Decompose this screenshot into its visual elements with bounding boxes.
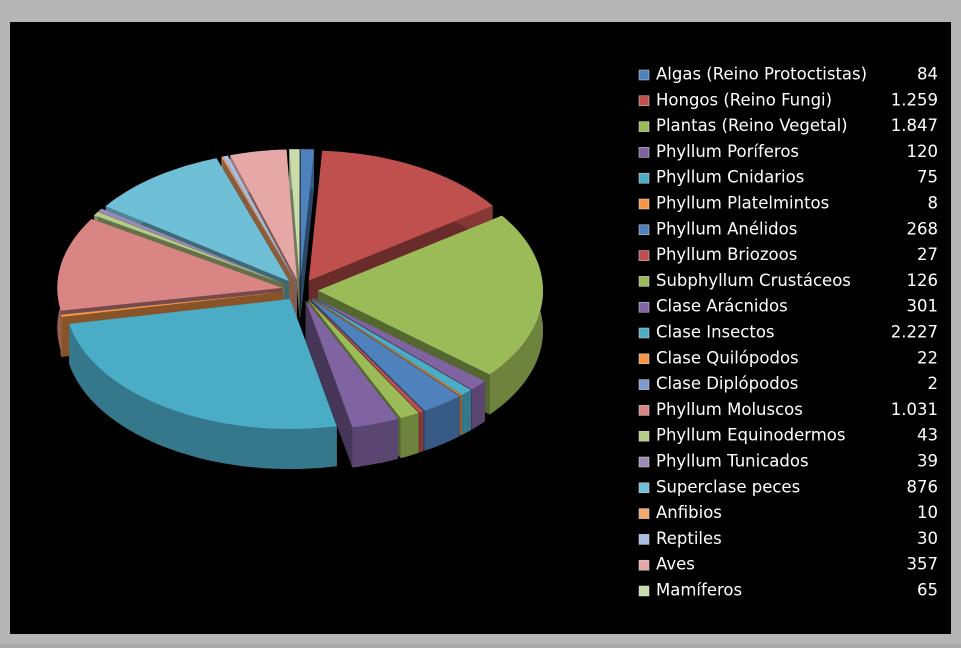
legend-label: Reptiles bbox=[656, 529, 722, 548]
legend-swatch bbox=[639, 457, 649, 467]
legend-value: 84 bbox=[917, 65, 938, 84]
legend-swatch bbox=[639, 328, 649, 338]
legend-label: Phyllum Tunicados bbox=[656, 452, 809, 471]
legend-value: 27 bbox=[917, 245, 938, 264]
legend-swatch bbox=[639, 586, 649, 596]
legend-value: 1.259 bbox=[891, 90, 938, 109]
slice-side bbox=[462, 390, 471, 435]
legend-value: 30 bbox=[917, 529, 938, 548]
legend-value: 39 bbox=[917, 452, 938, 471]
legend-label: Plantas (Reino Vegetal) bbox=[656, 116, 848, 135]
legend-swatch bbox=[639, 70, 649, 80]
slice-side bbox=[61, 315, 62, 357]
legend-value: 357 bbox=[907, 555, 939, 574]
legend-swatch bbox=[639, 96, 649, 106]
legend-swatch bbox=[639, 225, 649, 235]
legend-value: 126 bbox=[907, 271, 939, 290]
legend-swatch bbox=[639, 173, 649, 183]
legend-label: Phyllum Anélidos bbox=[656, 219, 797, 238]
legend-value: 2.227 bbox=[891, 323, 938, 342]
legend-value: 75 bbox=[917, 168, 938, 187]
legend-swatch bbox=[639, 380, 649, 390]
legend-value: 1.847 bbox=[891, 116, 938, 135]
legend-label: Algas (Reino Protoctistas) bbox=[656, 65, 867, 84]
legend-label: Clase Diplópodos bbox=[656, 374, 798, 393]
legend-value: 268 bbox=[907, 219, 939, 238]
legend-label: Phyllum Poríferos bbox=[656, 142, 799, 161]
legend-label: Clase Arácnidos bbox=[656, 297, 788, 316]
legend-label: Subphyllum Crustáceos bbox=[656, 271, 851, 290]
legend-swatch bbox=[639, 147, 649, 157]
legend-label: Hongos (Reino Fungi) bbox=[656, 90, 832, 109]
legend-label: Mamíferos bbox=[656, 581, 742, 600]
legend-label: Phyllum Moluscos bbox=[656, 400, 803, 419]
legend-swatch bbox=[639, 354, 649, 364]
legend-swatch bbox=[639, 251, 649, 261]
legend-label: Phyllum Briozoos bbox=[656, 245, 797, 264]
legend-value: 22 bbox=[917, 348, 938, 367]
legend-value: 876 bbox=[907, 477, 939, 496]
legend-value: 301 bbox=[907, 297, 939, 316]
legend-swatch bbox=[639, 509, 649, 519]
slice-side bbox=[461, 395, 462, 436]
legend-label: Phyllum Equinodermos bbox=[656, 426, 846, 445]
slice-side bbox=[472, 381, 485, 429]
legend-swatch bbox=[639, 199, 649, 209]
legend-value: 2 bbox=[928, 374, 939, 393]
legend-label: Clase Insectos bbox=[656, 323, 775, 342]
legend-label: Clase Quilópodos bbox=[656, 348, 799, 367]
legend-swatch bbox=[639, 405, 649, 415]
legend-swatch bbox=[639, 534, 649, 544]
legend-swatch bbox=[639, 483, 649, 493]
slice-side bbox=[401, 413, 419, 458]
legend-value: 120 bbox=[907, 142, 939, 161]
legend-swatch bbox=[639, 431, 649, 441]
legend-swatch bbox=[639, 122, 649, 132]
legend-value: 65 bbox=[917, 581, 938, 600]
legend-label: Phyllum Cnidarios bbox=[656, 168, 804, 187]
legend-swatch bbox=[639, 276, 649, 286]
legend-value: 43 bbox=[917, 426, 938, 445]
legend-label: Phyllum Platelmintos bbox=[656, 194, 829, 213]
legend-swatch bbox=[639, 302, 649, 312]
legend-value: 1.031 bbox=[891, 400, 938, 419]
slice-side bbox=[420, 411, 424, 452]
legend-label: Superclase peces bbox=[656, 477, 800, 496]
legend-value: 10 bbox=[917, 503, 938, 522]
legend-swatch bbox=[639, 560, 649, 570]
legend-label: Aves bbox=[656, 555, 695, 574]
legend-label: Anfibios bbox=[656, 503, 722, 522]
legend-value: 8 bbox=[928, 194, 939, 213]
